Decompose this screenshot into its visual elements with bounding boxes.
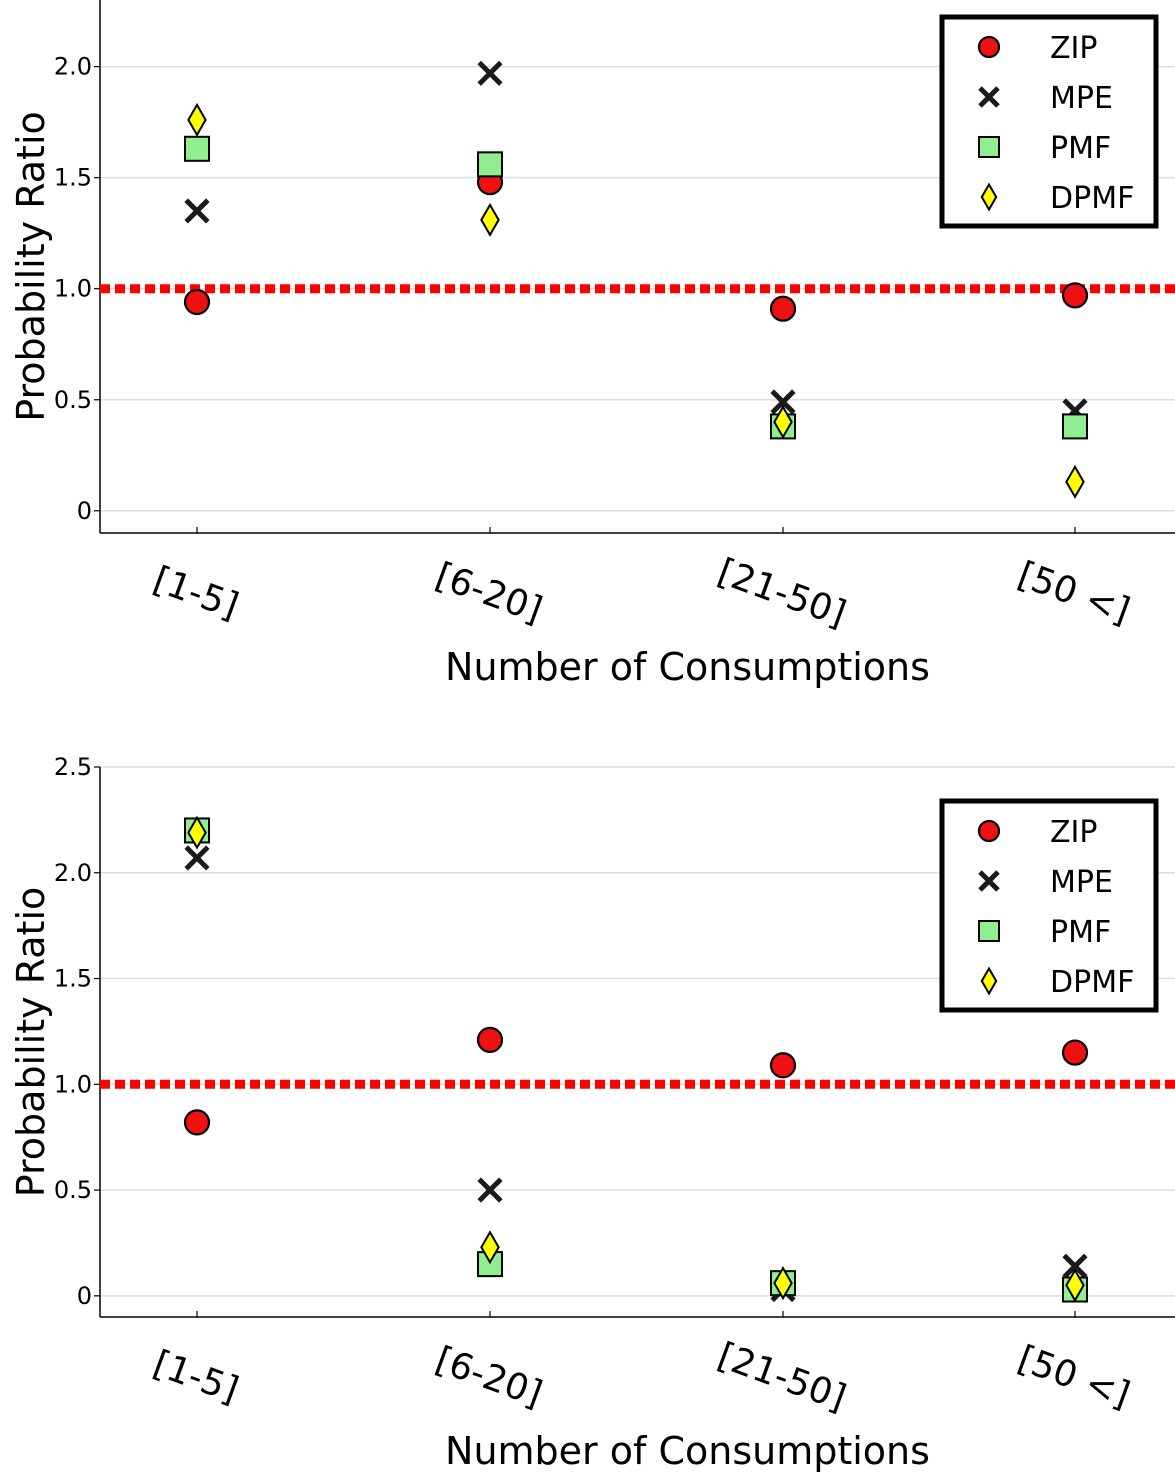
y-tick-label: 0 xyxy=(77,497,92,525)
data-point-pmf xyxy=(184,135,210,162)
x-tick-label: [1-5] xyxy=(148,559,244,627)
y-tick-label: 2.0 xyxy=(54,859,92,887)
data-point-dpmf xyxy=(187,102,207,137)
legend-marker-dpmf xyxy=(980,182,998,212)
data-point-dpmf xyxy=(1065,1268,1085,1303)
legend-box xyxy=(939,14,1159,229)
data-point-dpmf xyxy=(1065,464,1085,499)
data-point-zip xyxy=(183,1109,211,1136)
data-point-zip xyxy=(183,288,211,316)
x-axis-label: Number of Consumptions xyxy=(445,645,930,689)
data-point-pmf xyxy=(477,151,503,178)
data-point-mpe xyxy=(477,60,503,86)
data-point-zip xyxy=(769,295,797,322)
x-tick-label: [50 <] xyxy=(1013,1338,1136,1416)
legend-label-zip: ZIP xyxy=(1050,815,1098,850)
y-tick-label: 1.5 xyxy=(54,965,92,993)
legend-marker-zip xyxy=(977,819,1001,843)
legend-marker-pmf xyxy=(978,136,1000,158)
data-point-zip xyxy=(476,1026,504,1053)
data-point-mpe xyxy=(770,389,796,415)
y-tick-label: 0.5 xyxy=(54,386,92,414)
x-tick-label: [21-50] xyxy=(712,551,851,635)
data-point-mpe xyxy=(477,1177,503,1203)
y-tick-label: 0 xyxy=(77,1282,92,1310)
y-tick-label: 1.0 xyxy=(54,1070,92,1098)
legend-label-pmf: PMF xyxy=(1050,915,1111,950)
y-axis-label: Probability Ratio xyxy=(9,111,53,422)
legend-label-pmf: PMF xyxy=(1050,131,1111,166)
data-point-dpmf xyxy=(187,815,207,850)
series-dpmf xyxy=(187,102,1085,499)
series-zip xyxy=(183,1026,1089,1136)
x-axis-label: Number of Consumptions xyxy=(445,1429,930,1473)
legend-label-zip: ZIP xyxy=(1050,31,1098,66)
legend-label-dpmf: DPMF xyxy=(1050,181,1134,216)
data-point-dpmf xyxy=(773,404,793,439)
x-tick-label: [1-5] xyxy=(148,1343,244,1411)
legend-label-dpmf: DPMF xyxy=(1050,965,1134,1000)
legend-box xyxy=(939,798,1159,1013)
y-tick-label: 2.5 xyxy=(54,753,92,781)
x-tick-label: [21-50] xyxy=(712,1335,851,1419)
legend-label-mpe: MPE xyxy=(1050,865,1113,900)
legend-marker-mpe xyxy=(978,870,1000,892)
legend-marker-zip xyxy=(977,35,1001,59)
y-tick-label: 1.0 xyxy=(54,275,92,303)
data-point-zip xyxy=(769,1052,797,1079)
y-tick-label: 2.0 xyxy=(54,53,92,81)
data-point-dpmf xyxy=(480,202,500,237)
y-axis-label: Probability Ratio xyxy=(9,887,53,1198)
chart-panel-1: 0 0.5 1.0 1.5 2.0 [1-5] [6-20] [21-50] [50 <] Num… xyxy=(9,0,1175,689)
data-point-mpe xyxy=(184,198,210,224)
data-point-pmf xyxy=(1062,413,1088,440)
x-tick-label: [6-20] xyxy=(430,1339,547,1415)
series-zip xyxy=(183,169,1089,322)
series-dpmf xyxy=(187,815,1085,1303)
y-tick-label: 1.5 xyxy=(54,164,92,192)
legend: ZIP MPE PMF DPMF xyxy=(939,798,1159,1013)
data-point-dpmf xyxy=(480,1230,500,1265)
data-point-dpmf xyxy=(773,1266,793,1301)
data-point-mpe xyxy=(1062,1253,1088,1279)
series-mpe xyxy=(184,845,1088,1303)
y-tick-label: 0.5 xyxy=(54,1176,92,1204)
chart-panel-2: 0 0.5 1.0 1.5 2.0 2.5 [1-5] [6-20] [21-50] [50 <]… xyxy=(9,753,1175,1473)
x-tick-label: [50 <] xyxy=(1013,554,1136,632)
x-tick-label: [6-20] xyxy=(430,555,547,631)
legend-label-mpe: MPE xyxy=(1050,81,1113,116)
data-point-zip xyxy=(1061,1039,1089,1066)
legend: ZIP MPE PMF DPMF xyxy=(939,14,1159,229)
legend-marker-pmf xyxy=(978,920,1000,942)
legend-marker-mpe xyxy=(978,86,1000,108)
data-point-mpe xyxy=(184,845,210,871)
data-point-zip xyxy=(1061,282,1089,309)
legend-marker-dpmf xyxy=(980,966,998,996)
